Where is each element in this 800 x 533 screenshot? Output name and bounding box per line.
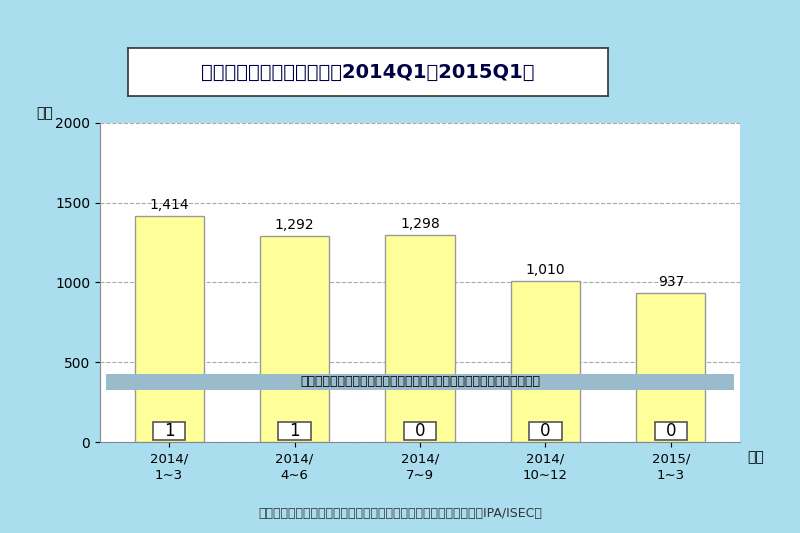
Text: 0: 0 — [540, 422, 550, 440]
FancyBboxPatch shape — [529, 422, 562, 440]
Text: （注：囲みの数字は、全体の件数の内、パソコンに感染があった件数）: （注：囲みの数字は、全体の件数の内、パソコンに感染があった件数） — [300, 375, 540, 388]
Bar — [260, 236, 329, 442]
Text: 0: 0 — [666, 422, 676, 440]
Text: 1,010: 1,010 — [526, 263, 566, 277]
Text: 1: 1 — [289, 422, 300, 440]
Bar — [134, 216, 203, 442]
Bar — [511, 281, 580, 442]
FancyBboxPatch shape — [404, 422, 436, 440]
FancyBboxPatch shape — [654, 422, 687, 440]
Text: 0: 0 — [414, 422, 426, 440]
Text: 1: 1 — [164, 422, 174, 440]
Bar — [637, 293, 706, 442]
Text: 1,298: 1,298 — [400, 217, 440, 231]
Text: 1,292: 1,292 — [274, 218, 314, 232]
FancyBboxPatch shape — [278, 422, 311, 440]
Bar — [386, 235, 454, 442]
Text: 年月: 年月 — [747, 450, 764, 464]
FancyBboxPatch shape — [153, 422, 186, 440]
Text: 件数: 件数 — [36, 107, 53, 120]
Text: 937: 937 — [658, 274, 684, 288]
Text: 1,414: 1,414 — [150, 198, 189, 212]
Text: ウイルス届出件数の推移（2014Q1〜2015Q1）: ウイルス届出件数の推移（2014Q1〜2015Q1） — [202, 62, 534, 82]
Text: 独立行政法人情報処理推進機構　技術本部セキュリティセンター（IPA/ISEC）: 独立行政法人情報処理推進機構 技術本部セキュリティセンター（IPA/ISEC） — [258, 507, 542, 520]
Bar — [106, 374, 734, 390]
